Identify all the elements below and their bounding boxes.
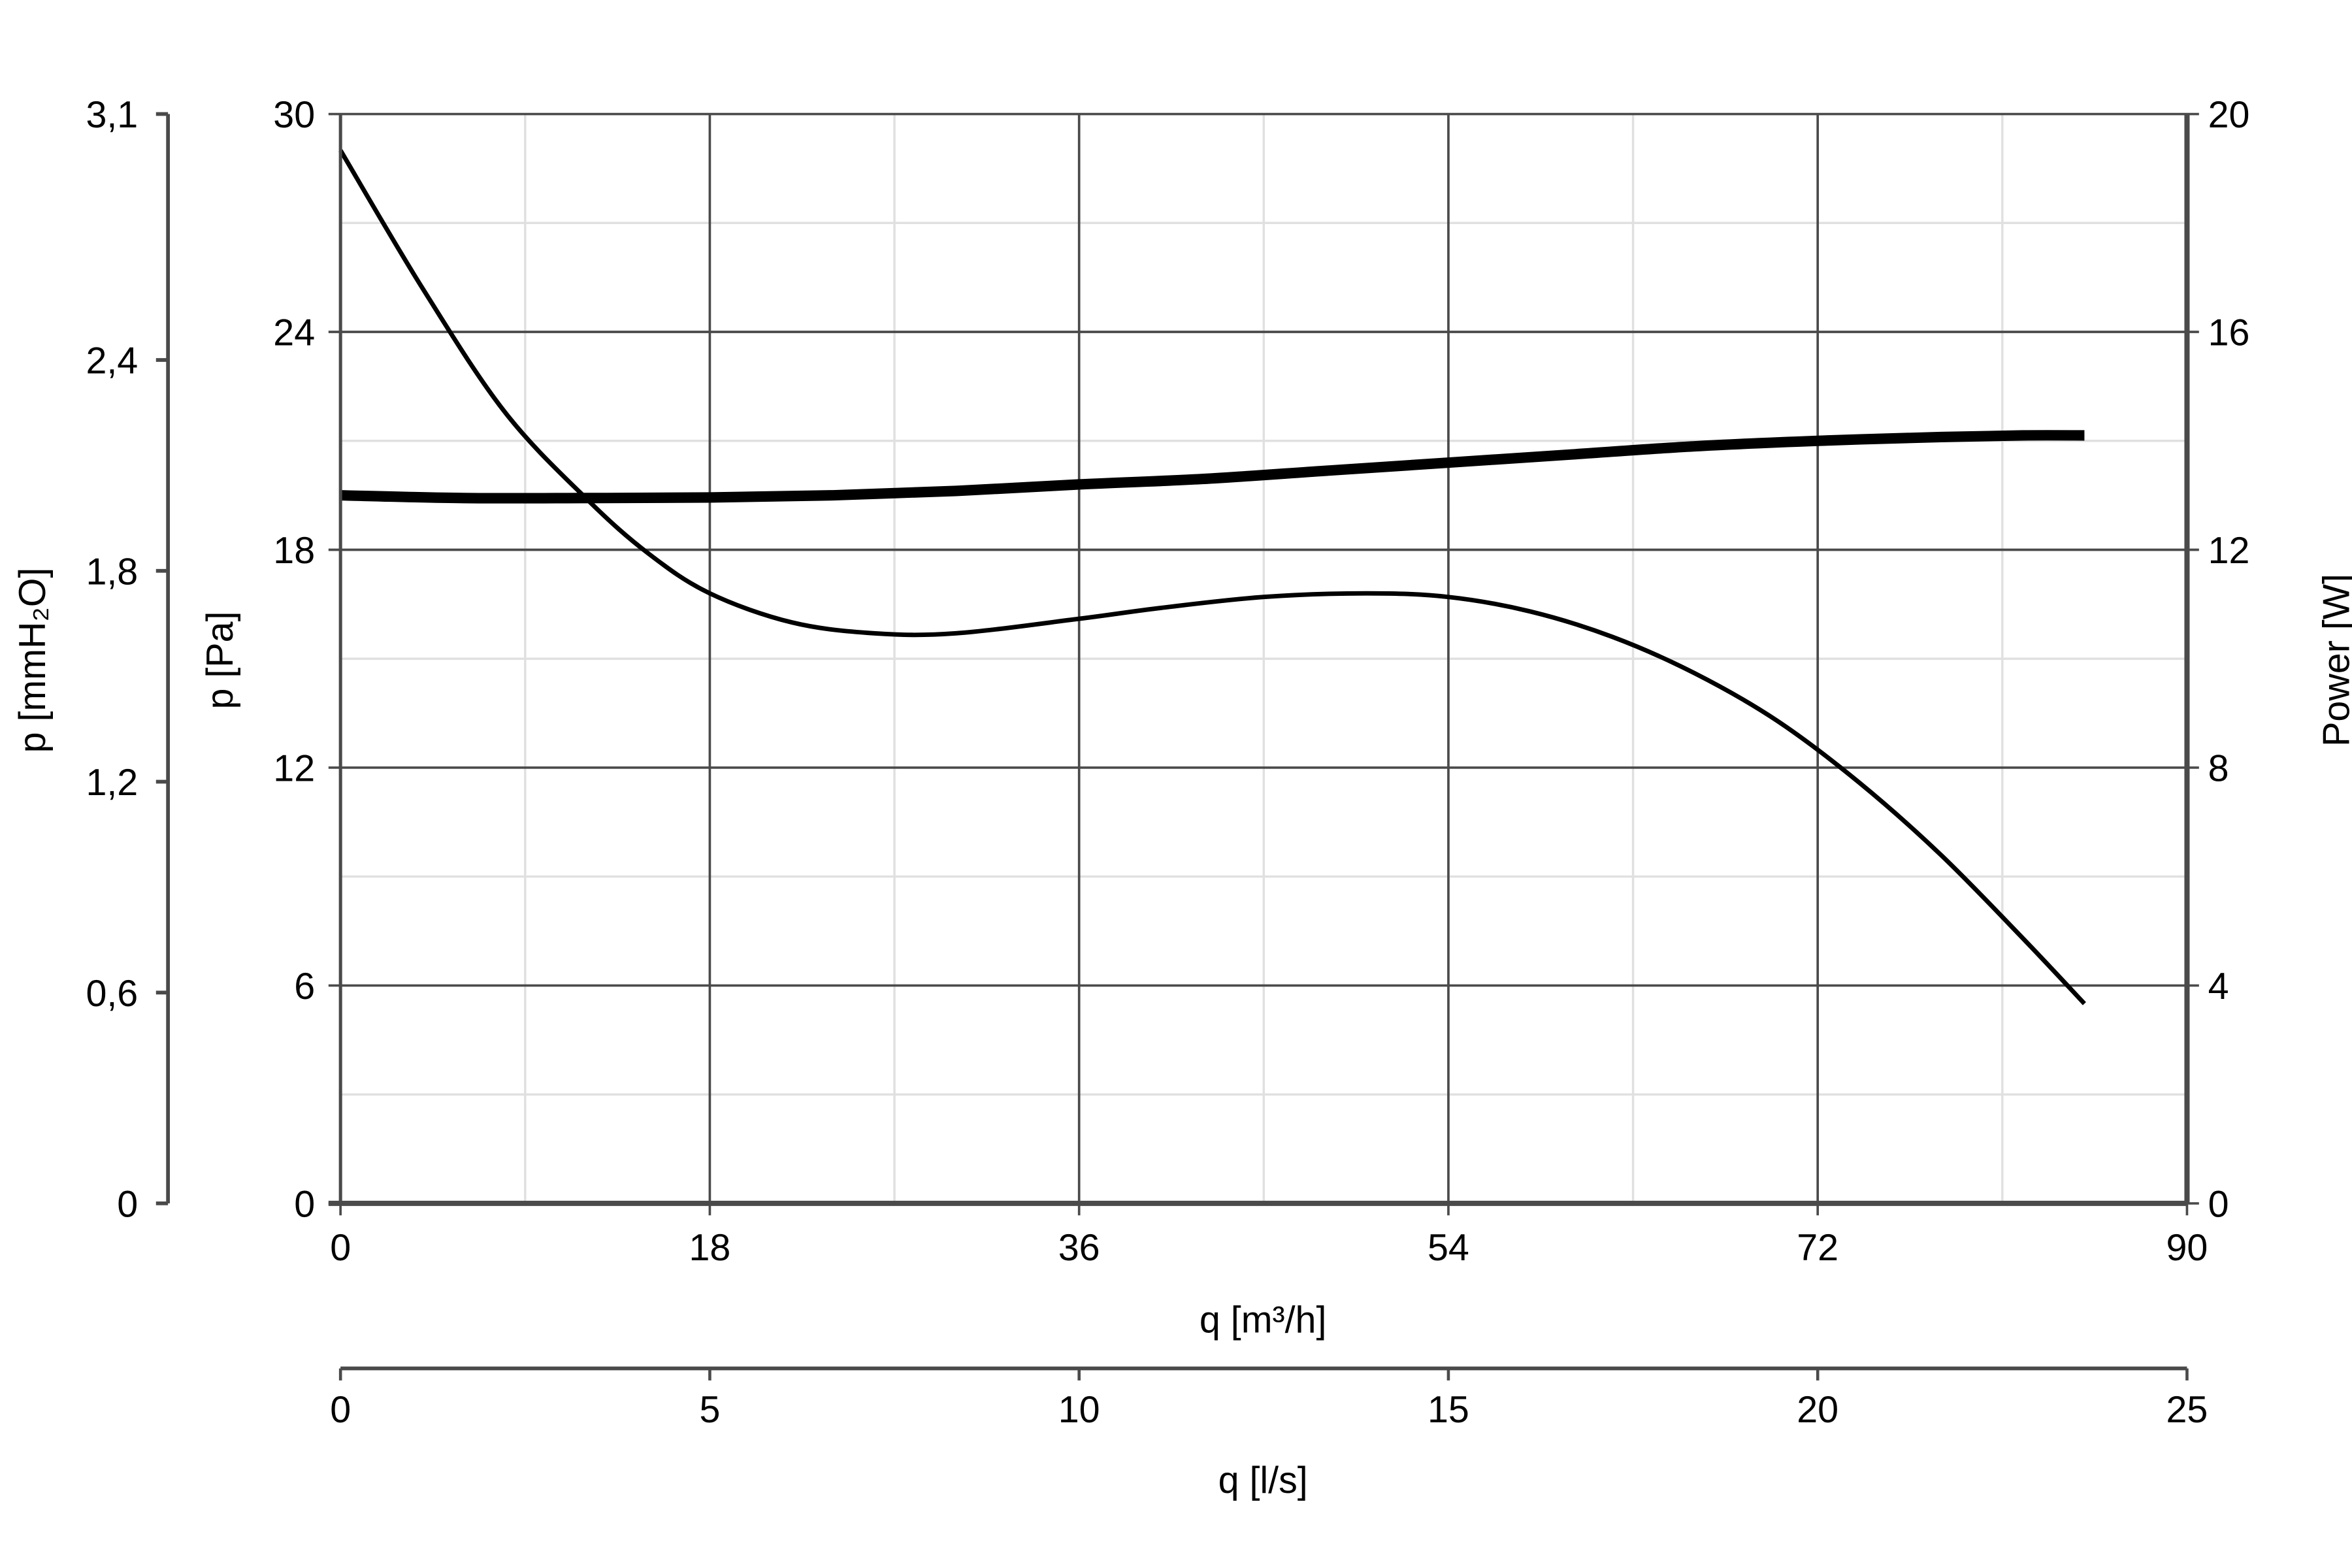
- y-tick-label-power: 4: [2208, 966, 2229, 1007]
- y-tick-label-mmh2o: 3,1: [86, 94, 138, 136]
- y-tick-label-mmh2o: 1,2: [86, 762, 138, 804]
- y-axis-label-mmh2o: p [mmH₂O]: [12, 568, 54, 753]
- x-tick-label: 36: [1058, 1227, 1100, 1269]
- x-tick-label-ls: 15: [1428, 1389, 1469, 1431]
- x-tick-label-ls: 0: [330, 1389, 351, 1431]
- x-axis-label-m3h: q [m³/h]: [1200, 1299, 1327, 1341]
- x-tick-label-ls: 5: [699, 1389, 720, 1431]
- x-axis-label-ls: q [l/s]: [1218, 1460, 1308, 1501]
- y-tick-label-pa: 6: [294, 966, 315, 1007]
- y-tick-label-mmh2o: 0: [117, 1184, 138, 1226]
- minor-grid: [340, 114, 2187, 1203]
- y-tick-label-power: 12: [2208, 530, 2250, 572]
- y-tick-label-power: 0: [2208, 1184, 2229, 1226]
- y-tick-label-mmh2o: 0,6: [86, 973, 138, 1015]
- y-tick-label-pa: 24: [273, 312, 315, 354]
- y-tick-label-power: 20: [2208, 94, 2250, 136]
- power-curve: [340, 430, 2085, 504]
- x-tick-label: 54: [1428, 1227, 1469, 1269]
- y-tick-label-pa: 30: [273, 94, 315, 136]
- x-tick-label: 0: [330, 1227, 351, 1269]
- y-tick-label-mmh2o: 2,4: [86, 340, 138, 382]
- y-axis-label-power: Power [W]: [2315, 574, 2352, 747]
- x-tick-label: 72: [1797, 1227, 1838, 1269]
- x-tick-label-ls: 20: [1797, 1389, 1838, 1431]
- x-tick-label: 18: [689, 1227, 731, 1269]
- x-tick-label-ls: 25: [2166, 1389, 2208, 1431]
- x-tick-label-ls: 10: [1058, 1389, 1100, 1431]
- axes: 0 18 36 54 72 90061218243004812162000,61,21,8…: [86, 94, 2249, 1431]
- y-tick-label-power: 16: [2208, 312, 2250, 354]
- y-tick-label-pa: 12: [273, 748, 315, 790]
- data-series: [338, 149, 2086, 1005]
- y-tick-label-mmh2o: 1,8: [86, 551, 138, 593]
- y-axis-label-pa: p [Pa]: [199, 612, 241, 710]
- x-tick-label: 90: [2166, 1227, 2208, 1269]
- y-tick-label-power: 8: [2208, 748, 2229, 790]
- y-tick-label-pa: 0: [294, 1184, 315, 1226]
- y-tick-label-pa: 18: [273, 530, 315, 572]
